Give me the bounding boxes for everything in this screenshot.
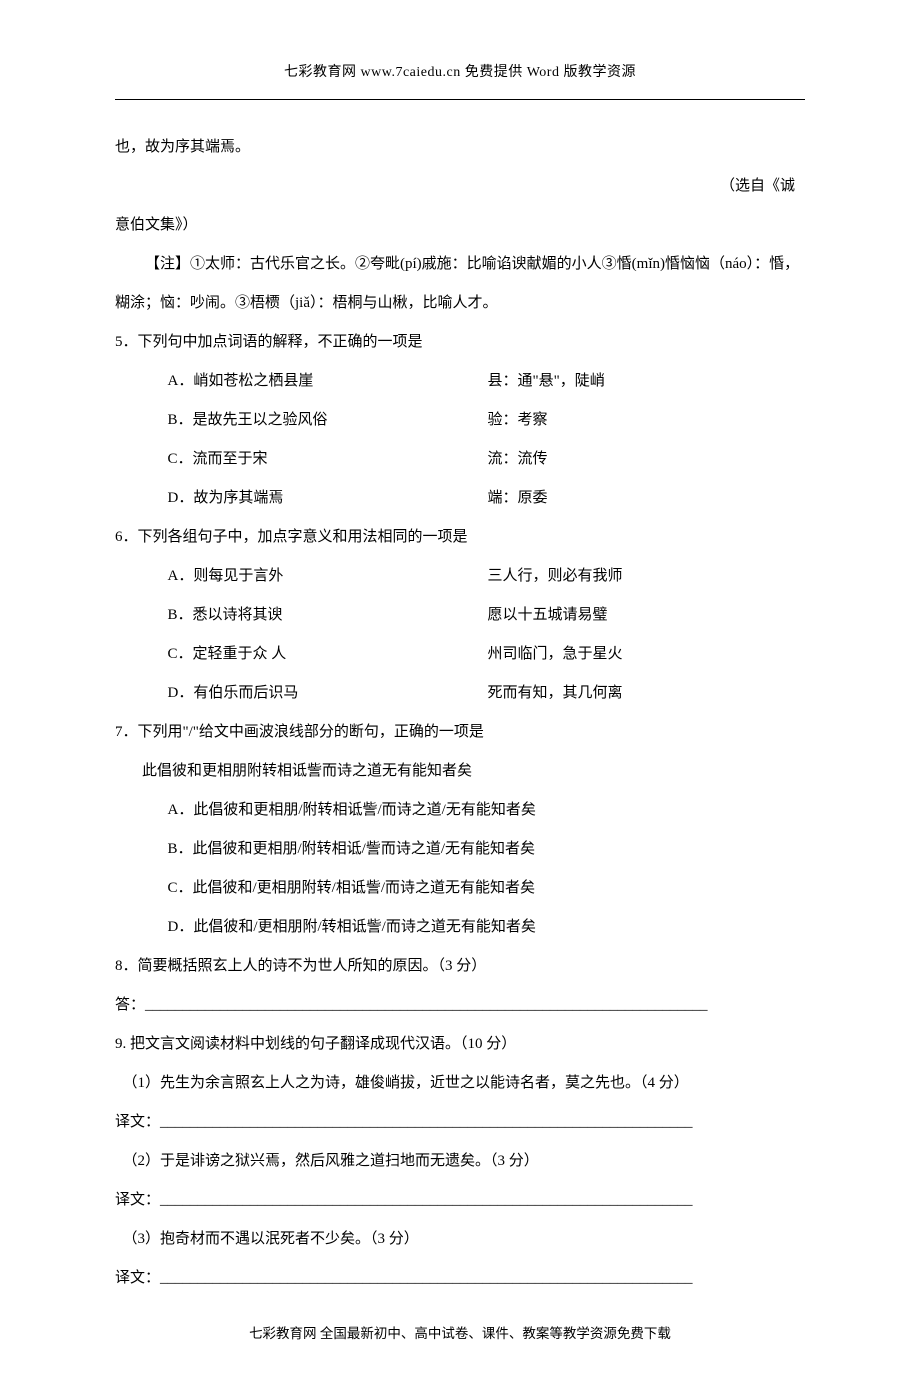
intro-line-1: 也，故为序其端焉。 xyxy=(115,128,805,167)
q6-c-pair: 州司临门，急于星火 xyxy=(488,635,806,674)
q5-c-expl: 流：流传 xyxy=(488,440,806,479)
header-rule xyxy=(115,99,805,100)
q5-d-expl: 端：原委 xyxy=(488,479,806,518)
source-suffix: 意伯文集》） xyxy=(115,206,805,245)
q6-c-text: C．定轻重于众 人 xyxy=(168,635,488,674)
q9-trans-label-3: 译文： xyxy=(115,1270,160,1286)
q6-d-text: D．有伯乐而后识马 xyxy=(168,674,488,713)
q7-option-a: A．此倡彼和更相朋/附转相诋訾/而诗之道/无有能知者矣 xyxy=(115,791,805,830)
q5-stem: 5．下列句中加点词语的解释，不正确的一项是 xyxy=(115,323,805,362)
q8-blank: ________________________________________… xyxy=(145,997,708,1013)
page-footer: 七彩教育网 全国最新初中、高中试卷、课件、教案等教学资源免费下载 xyxy=(115,1316,805,1351)
q9-trans-3: 译文：_____________________________________… xyxy=(115,1259,805,1298)
q5-option-b: B．是故先王以之验风俗 验：考察 xyxy=(115,401,805,440)
q5-option-d: D．故为序其端焉 端：原委 xyxy=(115,479,805,518)
document-page: 七彩教育网 www.7caiedu.cn 免费提供 Word 版教学资源 也，故… xyxy=(0,0,920,1391)
q9-stem: 9. 把文言文阅读材料中划线的句子翻译成现代汉语。（10 分） xyxy=(115,1025,805,1064)
q5-b-text: B．是故先王以之验风俗 xyxy=(168,401,488,440)
q6-b-pair: 愿以十五城请易璧 xyxy=(488,596,806,635)
q7-original: 此倡彼和更相朋附转相诋訾而诗之道无有能知者矣 xyxy=(115,752,805,791)
q7-option-c: C．此倡彼和/更相朋附转/相诋訾/而诗之道无有能知者矣 xyxy=(115,869,805,908)
q6-option-c: C．定轻重于众 人 州司临门，急于星火 xyxy=(115,635,805,674)
q9-blank-1: ________________________________________… xyxy=(160,1114,693,1130)
q6-a-text: A．则每见于言外 xyxy=(168,557,488,596)
q7-stem: 7．下列用"/"给文中画波浪线部分的断句，正确的一项是 xyxy=(115,713,805,752)
question-8: 8．简要概括照玄上人的诗不为世人所知的原因。（3 分） 答：__________… xyxy=(115,947,805,1025)
source-prefix: （选自《诚 xyxy=(115,167,805,206)
q9-trans-2: 译文：_____________________________________… xyxy=(115,1181,805,1220)
question-6: 6．下列各组句子中，加点字意义和用法相同的一项是 A．则每见于言外 三人行，则必… xyxy=(115,518,805,713)
q9-sub-3: （3）抱奇材而不遇以泯死者不少矣。（3 分） xyxy=(115,1220,805,1259)
q9-sub-1: （1）先生为余言照玄上人之为诗，雄俊峭拔，近世之以能诗名者，莫之先也。（4 分） xyxy=(115,1064,805,1103)
q5-d-text: D．故为序其端焉 xyxy=(168,479,488,518)
q5-a-expl: 县：通"悬"，陡峭 xyxy=(488,362,806,401)
annotation-note: 【注】①太师：古代乐官之长。②夸毗(pí)戚施：比喻谄谀献媚的小人③惛(mǐn)… xyxy=(115,245,805,323)
q9-blank-2: ________________________________________… xyxy=(160,1192,693,1208)
q9-trans-1: 译文：_____________________________________… xyxy=(115,1103,805,1142)
q6-stem: 6．下列各组句子中，加点字意义和用法相同的一项是 xyxy=(115,518,805,557)
q6-option-b: B．悉以诗将其谀 愿以十五城请易璧 xyxy=(115,596,805,635)
q6-b-text: B．悉以诗将其谀 xyxy=(168,596,488,635)
q5-b-expl: 验：考察 xyxy=(488,401,806,440)
q6-d-pair: 死而有知，其几何离 xyxy=(488,674,806,713)
q7-option-d: D．此倡彼和/更相朋附/转相诋訾/而诗之道无有能知者矣 xyxy=(115,908,805,947)
q8-answer-line: 答：______________________________________… xyxy=(115,986,805,1025)
q7-option-b: B．此倡彼和更相朋/附转相诋/訾而诗之道/无有能知者矣 xyxy=(115,830,805,869)
q9-blank-3: ________________________________________… xyxy=(160,1270,693,1286)
q6-option-a: A．则每见于言外 三人行，则必有我师 xyxy=(115,557,805,596)
q6-option-d: D．有伯乐而后识马 死而有知，其几何离 xyxy=(115,674,805,713)
q9-trans-label-1: 译文： xyxy=(115,1114,160,1130)
q5-option-a: A．峭如苍松之栖县崖 县：通"悬"，陡峭 xyxy=(115,362,805,401)
q9-trans-label-2: 译文： xyxy=(115,1192,160,1208)
question-7: 7．下列用"/"给文中画波浪线部分的断句，正确的一项是 此倡彼和更相朋附转相诋訾… xyxy=(115,713,805,947)
q8-answer-label: 答： xyxy=(115,997,145,1013)
q8-stem: 8．简要概括照玄上人的诗不为世人所知的原因。（3 分） xyxy=(115,947,805,986)
q6-a-pair: 三人行，则必有我师 xyxy=(488,557,806,596)
question-9: 9. 把文言文阅读材料中划线的句子翻译成现代汉语。（10 分） （1）先生为余言… xyxy=(115,1025,805,1298)
q5-a-text: A．峭如苍松之栖县崖 xyxy=(168,362,488,401)
q5-option-c: C．流而至于宋 流：流传 xyxy=(115,440,805,479)
q5-c-text: C．流而至于宋 xyxy=(168,440,488,479)
document-body: 也，故为序其端焉。 （选自《诚 意伯文集》） 【注】①太师：古代乐官之长。②夸毗… xyxy=(115,128,805,1351)
question-5: 5．下列句中加点词语的解释，不正确的一项是 A．峭如苍松之栖县崖 县：通"悬"，… xyxy=(115,323,805,518)
q9-sub-2: （2）于是诽谤之狱兴焉，然后风雅之道扫地而无遗矣。（3 分） xyxy=(115,1142,805,1181)
page-header: 七彩教育网 www.7caiedu.cn 免费提供 Word 版教学资源 xyxy=(115,55,805,91)
